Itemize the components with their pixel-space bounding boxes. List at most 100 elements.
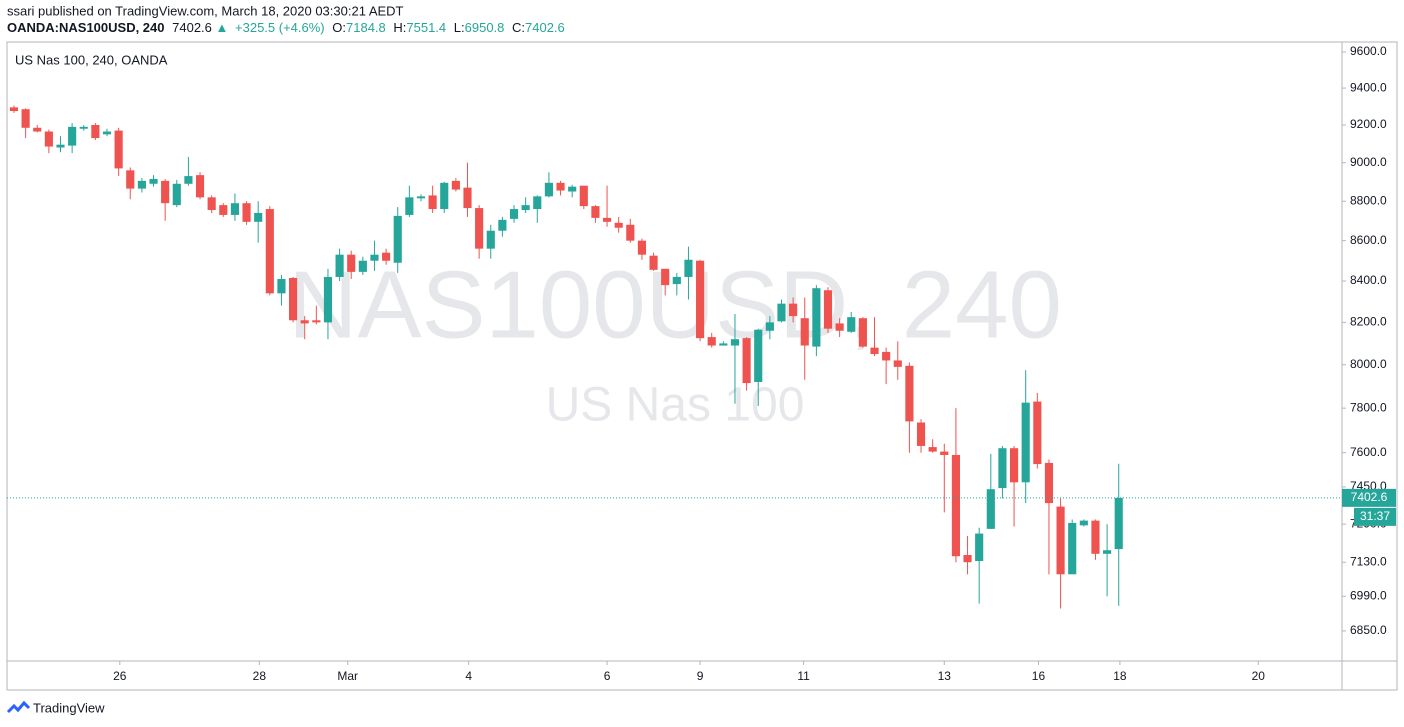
watermark-sub: US Nas 100 — [546, 379, 805, 432]
candle-body — [1033, 401, 1042, 465]
x-tick-label: 28 — [253, 669, 267, 683]
candle-body — [498, 219, 507, 231]
close-value: 7402.6 — [525, 20, 565, 35]
open-value: 7184.8 — [346, 20, 386, 35]
candle-body — [893, 360, 902, 367]
y-tick-label: 8400.0 — [1350, 273, 1387, 287]
candle-body — [905, 365, 914, 422]
candle-body — [300, 320, 309, 324]
y-tick-label: 9600.0 — [1350, 44, 1387, 58]
close-label: C: — [512, 20, 525, 35]
y-tick-label: 8600.0 — [1350, 233, 1387, 247]
candle-body — [1091, 520, 1100, 554]
open-label: O: — [332, 20, 346, 35]
symbol-line: OANDA:NAS100USD, 240 7402.6 ▲ +325.5 (+4… — [7, 20, 565, 35]
legend: US Nas 100, 240, OANDA — [15, 52, 168, 67]
low-value: 6950.8 — [465, 20, 505, 35]
candle-body — [451, 180, 460, 190]
x-tick-label: 4 — [465, 669, 472, 683]
candle-body — [602, 217, 612, 222]
candle-body — [928, 447, 937, 452]
candle-body — [812, 288, 821, 347]
x-tick-label: Mar — [337, 669, 358, 683]
footer-brand: TradingView — [33, 700, 105, 715]
candle-body — [358, 260, 367, 272]
candle-body — [486, 230, 495, 249]
candle-body — [1068, 522, 1077, 575]
high-value: 7551.4 — [406, 20, 446, 35]
y-tick-label: 7800.0 — [1350, 400, 1387, 414]
y-tick-label: 7130.0 — [1350, 554, 1387, 568]
y-tick-label: 8200.0 — [1350, 315, 1387, 329]
candle-body — [428, 195, 437, 210]
candle-body — [1021, 402, 1030, 483]
candle-body — [1056, 506, 1065, 575]
candle-body — [882, 351, 891, 361]
candle-body — [754, 329, 763, 382]
candle-body — [277, 278, 286, 294]
candle-body — [463, 187, 472, 209]
y-tick-label: 9200.0 — [1350, 117, 1387, 131]
candle-body — [951, 454, 960, 557]
candle-body — [475, 208, 484, 249]
candle-body — [556, 182, 565, 191]
y-tick-label: 8000.0 — [1350, 357, 1387, 371]
candle-body — [440, 182, 449, 210]
candle-body — [242, 203, 251, 222]
countdown: 31:37 — [1360, 509, 1390, 523]
candle-body — [963, 555, 972, 563]
candle-body — [126, 170, 135, 189]
y-tick-label: 7600.0 — [1350, 445, 1387, 459]
publisher-line: ssari published on TradingView.com, Marc… — [7, 3, 404, 18]
candle-body — [591, 206, 600, 218]
candle-body — [1044, 462, 1054, 504]
candle-body — [533, 196, 542, 210]
candle-body — [1009, 448, 1019, 483]
x-tick-label: 9 — [697, 669, 704, 683]
candle-body — [195, 175, 205, 198]
candle-body — [707, 337, 716, 346]
candle-body — [730, 339, 740, 346]
candle-body — [172, 183, 181, 206]
candle-body — [382, 252, 391, 261]
candle-body — [614, 222, 623, 228]
candle-body — [265, 209, 274, 294]
candle-body — [68, 126, 77, 146]
candle-body — [870, 347, 879, 355]
candle-body — [184, 176, 193, 184]
candle-body — [777, 303, 786, 322]
candle-body — [254, 212, 263, 222]
candle-body — [137, 180, 146, 189]
candle-body — [579, 185, 588, 207]
change-arrow: ▲ — [216, 20, 229, 35]
candle-body — [312, 320, 321, 323]
candle-body — [161, 180, 170, 204]
candle-body — [568, 186, 577, 192]
candle-body — [21, 109, 30, 128]
x-tick-label: 18 — [1113, 669, 1127, 683]
candle-body — [335, 254, 344, 277]
change: +325.5 (+4.6%) — [235, 20, 325, 35]
watermark: NAS100USD, 240 — [288, 251, 1062, 358]
last-price-box — [1342, 488, 1396, 507]
candle-body — [975, 533, 984, 562]
candle-body — [33, 127, 42, 132]
candle-body — [916, 422, 926, 446]
footer-logo: TradingView — [6, 700, 105, 715]
chart-frame — [6, 41, 1398, 691]
candle-body — [800, 318, 809, 346]
candle-body — [672, 276, 681, 285]
candle-body — [1103, 550, 1112, 554]
candle-body — [940, 451, 949, 455]
candle-body — [370, 254, 379, 261]
candle-body — [696, 260, 705, 339]
y-tick-label: 8800.0 — [1350, 193, 1387, 207]
candle-body — [1114, 497, 1123, 550]
candle-body — [405, 197, 414, 215]
candle-body — [91, 124, 100, 139]
candle-body — [998, 448, 1007, 489]
candle-body — [56, 144, 65, 148]
candle-body — [626, 224, 635, 241]
candle-body — [649, 255, 658, 270]
